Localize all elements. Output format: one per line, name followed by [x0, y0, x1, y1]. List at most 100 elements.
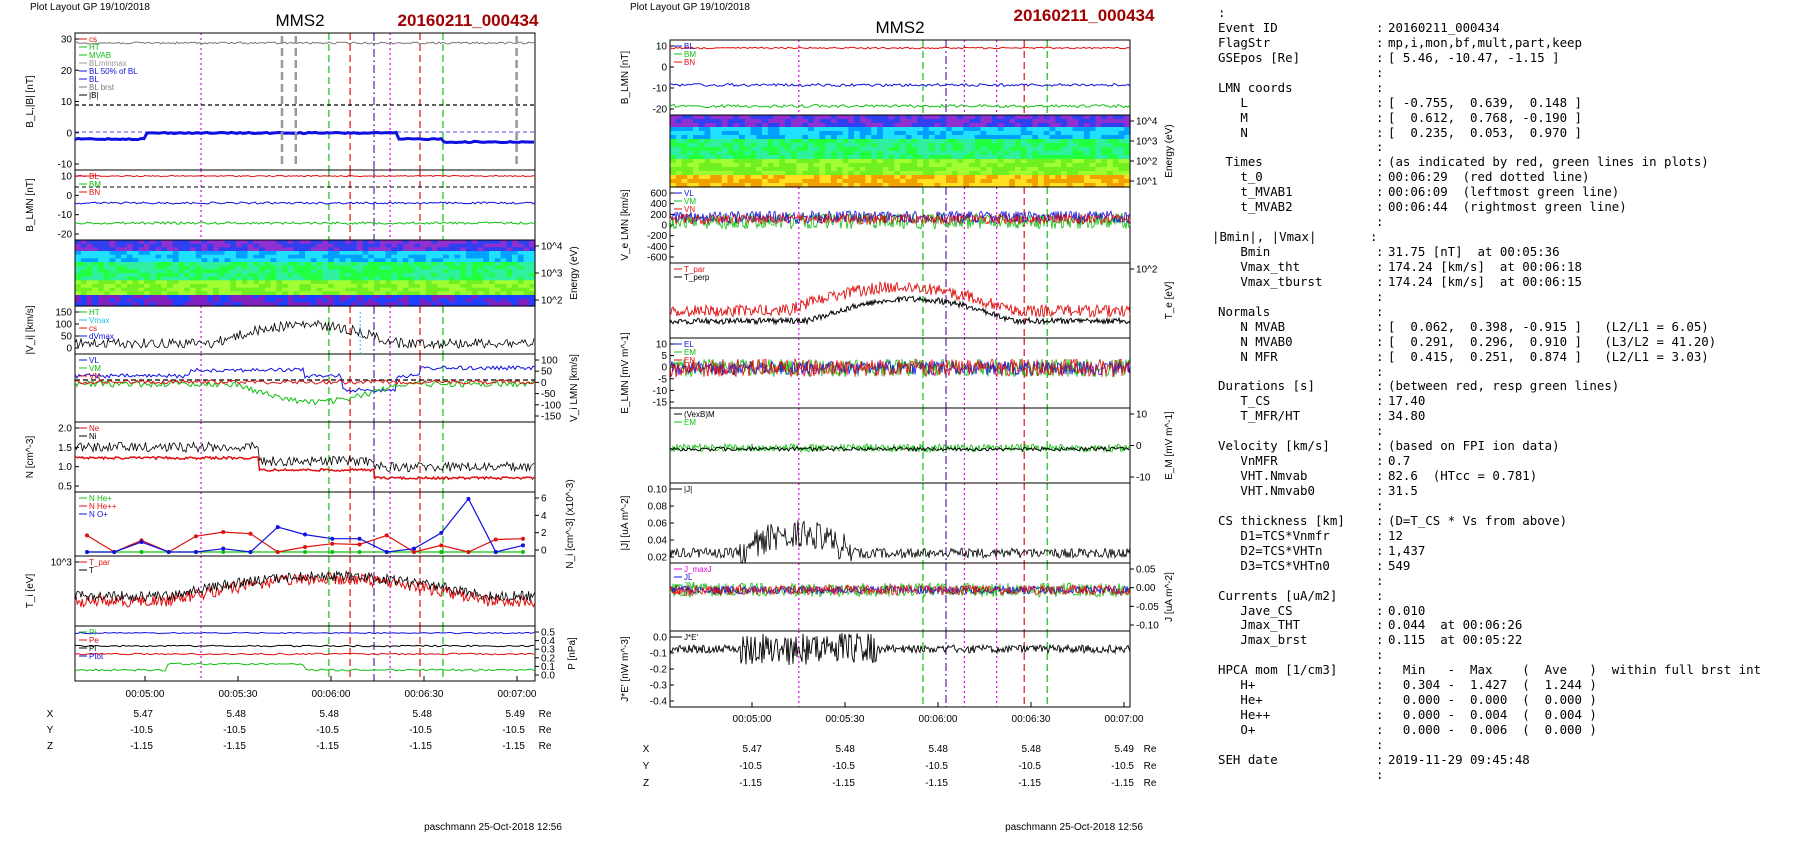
heatmap-cell	[420, 243, 427, 248]
tperp-trace	[669, 295, 1131, 326]
heatmap-cell	[808, 135, 815, 140]
heatmap-cell	[103, 273, 111, 278]
heatmap-cell	[92, 276, 99, 281]
legend-entry: Pi	[89, 644, 96, 653]
heatmap-cell	[1043, 163, 1051, 168]
heatmap-cell	[454, 254, 461, 259]
legend-entry: (VexB)M	[684, 410, 715, 419]
heatmap-cell	[951, 183, 959, 188]
heatmap-cell	[1072, 151, 1079, 156]
heatmap-cell	[773, 147, 780, 152]
heatmap-cell	[293, 298, 300, 303]
heatmap-cell	[877, 131, 884, 136]
heatmap-cell	[201, 265, 208, 270]
heatmap-cell	[379, 273, 387, 278]
heatmap-cell	[322, 273, 329, 278]
heatmap-cell	[1032, 167, 1039, 172]
info-value: 174.24 [km/s] at 00:06:15	[1388, 273, 1582, 289]
heatmap-cell	[1032, 163, 1039, 168]
heatmap-cell	[698, 147, 706, 152]
heatmap-cell	[819, 143, 826, 148]
heatmap-cell	[986, 115, 993, 120]
ephem-value: -10.5	[925, 761, 948, 772]
info-value: 0.000 - 0.004 ( 0.004 )	[1388, 707, 1597, 723]
heatmap-cell	[974, 159, 982, 164]
heatmap-cell	[195, 302, 203, 307]
heatmap-cell	[98, 247, 105, 252]
info-key: GSEpos [Re]	[1218, 49, 1301, 65]
heatmap-cell	[894, 175, 901, 180]
heatmap-cell	[790, 159, 798, 164]
heatmap-cell	[155, 273, 162, 278]
heatmap-cell	[974, 147, 982, 152]
heatmap-cell	[494, 302, 502, 307]
info-colon: :	[1376, 662, 1384, 678]
info-key: T_CS	[1218, 393, 1271, 409]
heatmap-cell	[865, 135, 872, 140]
heatmap-cell	[489, 287, 496, 292]
heatmap-cell	[974, 131, 982, 136]
heatmap-cell	[282, 258, 289, 263]
ephem-unit: Re	[539, 709, 552, 720]
heatmap-cell	[282, 269, 289, 274]
heatmap-cell	[1026, 167, 1033, 172]
heatmap-cell	[1026, 147, 1033, 152]
heatmap-cell	[710, 119, 717, 124]
y-tick-label: 2	[541, 528, 547, 539]
heatmap-cell	[293, 262, 300, 267]
heatmap-cell	[345, 273, 352, 278]
heatmap-cell	[704, 179, 711, 184]
ephem-unit: Re	[1144, 778, 1157, 789]
heatmap-cell	[161, 243, 168, 248]
heatmap-cell	[1084, 159, 1091, 164]
heatmap-cell	[437, 262, 444, 267]
heatmap-cell	[489, 251, 496, 256]
heatmap-cell	[779, 143, 786, 148]
heatmap-cell	[767, 171, 775, 176]
heatmap-cell	[224, 284, 231, 289]
heatmap-cell	[224, 262, 231, 267]
info-key: VHT.Nmvab0	[1218, 483, 1315, 498]
heatmap-cell	[397, 251, 404, 256]
heatmap-cell	[900, 159, 907, 164]
heatmap-cell	[316, 280, 323, 285]
heatmap-cell	[739, 135, 746, 140]
heatmap-cell	[1066, 135, 1074, 140]
heatmap-cell	[368, 247, 375, 252]
legend-entry: N He+	[89, 494, 112, 503]
heatmap-cell	[305, 302, 312, 307]
heatmap-cell	[207, 298, 214, 303]
heatmap-cell	[1003, 167, 1010, 172]
heatmap-cell	[161, 262, 168, 267]
heatmap-cell	[716, 175, 723, 180]
heatmap-cell	[980, 127, 987, 132]
heatmap-cell	[241, 284, 249, 289]
heatmap-cell	[155, 240, 162, 245]
heatmap-cell	[132, 291, 139, 296]
heatmap-cell	[420, 298, 427, 303]
y-tick-label: -10	[653, 84, 668, 95]
heatmap-cell	[1015, 123, 1022, 128]
heatmap-cell	[230, 247, 237, 252]
heatmap-cell	[126, 276, 134, 281]
x-tick-label: 00:06:00	[312, 689, 351, 700]
heatmap-cell	[675, 179, 683, 184]
heatmap-cell	[785, 123, 792, 128]
heatmap-cell	[900, 139, 907, 144]
heatmap-cell	[172, 287, 180, 292]
info-key: D3=TCS*VHTn0	[1218, 557, 1330, 573]
heatmap-cell	[974, 123, 982, 128]
heatmap-cell	[161, 258, 168, 263]
heatmap-cell	[414, 258, 421, 263]
y-tick-label: 0.5	[58, 482, 72, 493]
heatmap-cell	[241, 291, 249, 296]
heatmap-cell	[224, 295, 231, 300]
heatmap-cell	[443, 251, 450, 256]
heatmap-cell	[877, 179, 884, 184]
heatmap-cell	[1061, 139, 1068, 144]
heatmap-cell	[698, 139, 706, 144]
info-key: CS thickness [km]	[1218, 512, 1345, 528]
heatmap-cell	[270, 273, 277, 278]
heatmap-cell	[836, 151, 844, 156]
